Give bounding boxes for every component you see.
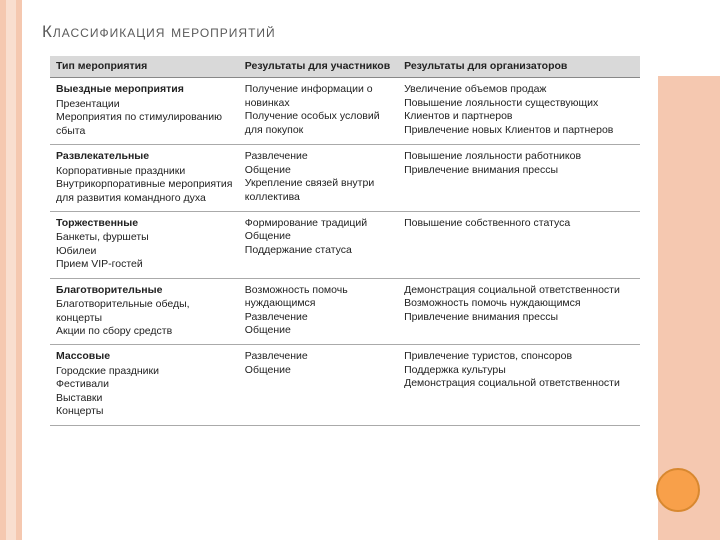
participant-item: Поддержание статуса xyxy=(245,244,392,257)
type-heading: Развлекательные xyxy=(56,150,233,163)
organizer-item: Демонстрация социальной ответственности xyxy=(404,377,634,390)
table-row: БлаготворительныеБлаготворительные обеды… xyxy=(50,278,640,345)
table-header-row: Тип мероприятия Результаты для участнико… xyxy=(50,56,640,78)
type-item: Городские праздники xyxy=(56,365,233,378)
participant-item: Общение xyxy=(245,364,392,377)
type-item: Выставки xyxy=(56,392,233,405)
organizer-item: Привлечение новых Клиентов и партнеров xyxy=(404,124,634,137)
organizer-item: Повышение собственного статуса xyxy=(404,217,634,230)
cell-participants: РазвлечениеОбщениеУкрепление связей внут… xyxy=(239,145,398,212)
right-panel xyxy=(658,0,720,540)
right-panel-top xyxy=(658,0,720,76)
type-heading: Массовые xyxy=(56,350,233,363)
participant-item: Общение xyxy=(245,324,392,337)
type-item: Акции по сбору средств xyxy=(56,325,233,338)
participant-item: Возможность помочь нуждающимся xyxy=(245,284,392,311)
type-item: Внутрикорпоративные мероприятия для разв… xyxy=(56,178,233,205)
type-item: Фестивали xyxy=(56,378,233,391)
type-item: Корпоративные праздники xyxy=(56,165,233,178)
classification-table: Тип мероприятия Результаты для участнико… xyxy=(50,56,640,426)
cell-type: Выездные мероприятия ПрезентацииМероприят… xyxy=(50,78,239,145)
organizer-item: Демонстрация социальной ответственности xyxy=(404,284,634,297)
cell-participants: Получение информации о новинкахПолучение… xyxy=(239,78,398,145)
cell-organizers: Повышение лояльности работниковПривлечен… xyxy=(398,145,640,212)
type-item: Мероприятия по стимулированию сбыта xyxy=(56,111,233,138)
participant-item: Формирование традиций xyxy=(245,217,392,230)
classification-table-wrap: Тип мероприятия Результаты для участнико… xyxy=(50,56,640,426)
col-header-participants: Результаты для участников xyxy=(239,56,398,78)
organizer-item: Повышение лояльности существующих Клиент… xyxy=(404,97,634,124)
organizer-item: Поддержка культуры xyxy=(404,364,634,377)
participant-item: Развлечение xyxy=(245,311,392,324)
cell-organizers: Увеличение объемов продажПовышение лояль… xyxy=(398,78,640,145)
type-heading: Выездные мероприятия xyxy=(56,83,233,96)
type-item: Банкеты, фуршеты xyxy=(56,231,233,244)
organizer-item: Увеличение объемов продаж xyxy=(404,83,634,96)
organizer-item: Возможность помочь нуждающимся xyxy=(404,297,634,310)
participant-item: Получение особых условий для покупок xyxy=(245,110,392,137)
organizer-item: Повышение лояльности работников xyxy=(404,150,634,163)
cell-type: Развлекательные Корпоративные праздникиВн… xyxy=(50,145,239,212)
type-item: Концерты xyxy=(56,405,233,418)
cell-organizers: Демонстрация социальной ответственностиВ… xyxy=(398,278,640,345)
table-row: ТоржественныеБанкеты, фуршетыЮбилеиПрием… xyxy=(50,211,640,278)
type-item: Презентации xyxy=(56,98,233,111)
left-stripe-inner xyxy=(6,0,16,540)
col-header-organizers: Результаты для организаторов xyxy=(398,56,640,78)
type-item: Прием VIP-гостей xyxy=(56,258,233,271)
participant-item: Общение xyxy=(245,164,392,177)
participant-item: Укрепление связей внутри коллектива xyxy=(245,177,392,204)
cell-participants: РазвлечениеОбщение xyxy=(239,345,398,425)
organizer-item: Привлечение внимания прессы xyxy=(404,311,634,324)
cell-type: Массовые Городские праздникиФестивалиВыст… xyxy=(50,345,239,425)
cell-type: ТоржественныеБанкеты, фуршетыЮбилеиПрием… xyxy=(50,211,239,278)
participant-item: Общение xyxy=(245,230,392,243)
participant-item: Развлечение xyxy=(245,350,392,363)
cell-participants: Возможность помочь нуждающимсяРазвлечени… xyxy=(239,278,398,345)
cell-type: БлаготворительныеБлаготворительные обеды… xyxy=(50,278,239,345)
table-row: Выездные мероприятия ПрезентацииМероприят… xyxy=(50,78,640,145)
type-item: Благотворительные обеды, концерты xyxy=(56,298,233,325)
table-row: Массовые Городские праздникиФестивалиВыст… xyxy=(50,345,640,425)
participant-item: Получение информации о новинках xyxy=(245,83,392,110)
cell-participants: Формирование традицийОбщениеПоддержание … xyxy=(239,211,398,278)
organizer-item: Привлечение туристов, спонсоров xyxy=(404,350,634,363)
cell-organizers: Привлечение туристов, спонсоровПоддержка… xyxy=(398,345,640,425)
type-item: Юбилеи xyxy=(56,245,233,258)
col-header-type: Тип мероприятия xyxy=(50,56,239,78)
type-heading: Благотворительные xyxy=(56,284,233,297)
table-row: Развлекательные Корпоративные праздникиВн… xyxy=(50,145,640,212)
organizer-item: Привлечение внимания прессы xyxy=(404,164,634,177)
type-heading: Торжественные xyxy=(56,217,233,230)
participant-item: Развлечение xyxy=(245,150,392,163)
decorative-circle xyxy=(656,468,700,512)
page-title: Классификация мероприятий xyxy=(42,22,276,42)
table-body: Выездные мероприятия ПрезентацииМероприят… xyxy=(50,78,640,425)
cell-organizers: Повышение собственного статуса xyxy=(398,211,640,278)
